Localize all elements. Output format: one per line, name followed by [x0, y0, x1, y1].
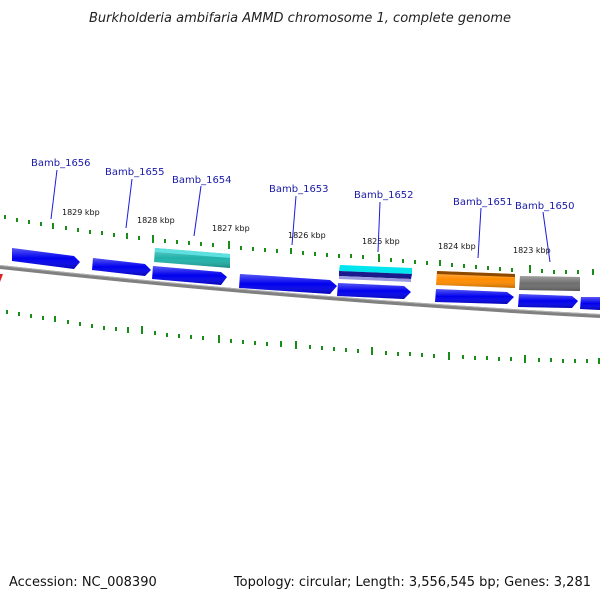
- scale-label: 1828 kbp: [137, 216, 175, 225]
- inner-tick-ring: [6, 310, 600, 364]
- accession-label: Accession: NC_008390: [9, 575, 157, 590]
- red-feature-mark: [0, 274, 3, 282]
- label-leader: [542, 211, 551, 263]
- label-leader: [291, 195, 297, 246]
- backbone-arc-highlight: [0, 265, 600, 315]
- forward-gene-track: [12, 248, 600, 310]
- gene-arrow[interactable]: [239, 274, 337, 294]
- gene-label[interactable]: Bamb_1650: [515, 201, 575, 212]
- label-leader: [50, 169, 58, 220]
- label-leader: [193, 185, 202, 237]
- label-leader: [377, 201, 381, 253]
- gene-block-lilac[interactable]: [339, 276, 411, 282]
- scale-labels: 1829 kbp 1828 kbp 1827 kbp 1826 kbp 1825…: [62, 208, 551, 255]
- outer-tick-ring: [4, 215, 594, 275]
- gene-block-orange-edge: [437, 271, 515, 277]
- gene-arrow[interactable]: [580, 297, 600, 310]
- gene-block-navy[interactable]: [339, 271, 412, 279]
- gene-block-teal-highlight: [155, 248, 230, 258]
- gene-arrow[interactable]: [152, 266, 227, 285]
- gene-label[interactable]: Bamb_1651: [453, 197, 513, 208]
- outer-gene-track: [154, 248, 580, 291]
- gene-label[interactable]: Bamb_1656: [31, 158, 91, 169]
- label-leader: [125, 178, 133, 229]
- gene-arrow[interactable]: [435, 289, 514, 304]
- gene-arrow[interactable]: [518, 294, 578, 308]
- backbone-arc: [0, 265, 600, 318]
- gene-arrow[interactable]: [92, 258, 151, 276]
- genome-summary: Topology: circular; Length: 3,556,545 bp…: [233, 575, 591, 590]
- label-leader: [477, 207, 482, 259]
- scale-label: 1829 kbp: [62, 208, 100, 217]
- gene-arrow[interactable]: [12, 248, 80, 269]
- gene-block-gray[interactable]: [519, 276, 580, 291]
- scale-label: 1827 kbp: [212, 224, 250, 233]
- gene-arrow[interactable]: [337, 283, 411, 299]
- gene-labels: Bamb_1656 Bamb_1655 Bamb_1654 Bamb_1653 …: [31, 158, 575, 263]
- gene-label[interactable]: Bamb_1653: [269, 184, 329, 195]
- scale-label: 1826 kbp: [288, 231, 326, 240]
- gene-label[interactable]: Bamb_1655: [105, 167, 165, 178]
- map-title: Burkholderia ambifaria AMMD chromosome 1…: [89, 11, 511, 26]
- gene-label[interactable]: Bamb_1652: [354, 190, 414, 201]
- scale-label: 1825 kbp: [362, 237, 400, 246]
- scale-label: 1824 kbp: [438, 242, 476, 251]
- gene-label[interactable]: Bamb_1654: [172, 175, 232, 186]
- scale-label: 1823 kbp: [513, 246, 551, 255]
